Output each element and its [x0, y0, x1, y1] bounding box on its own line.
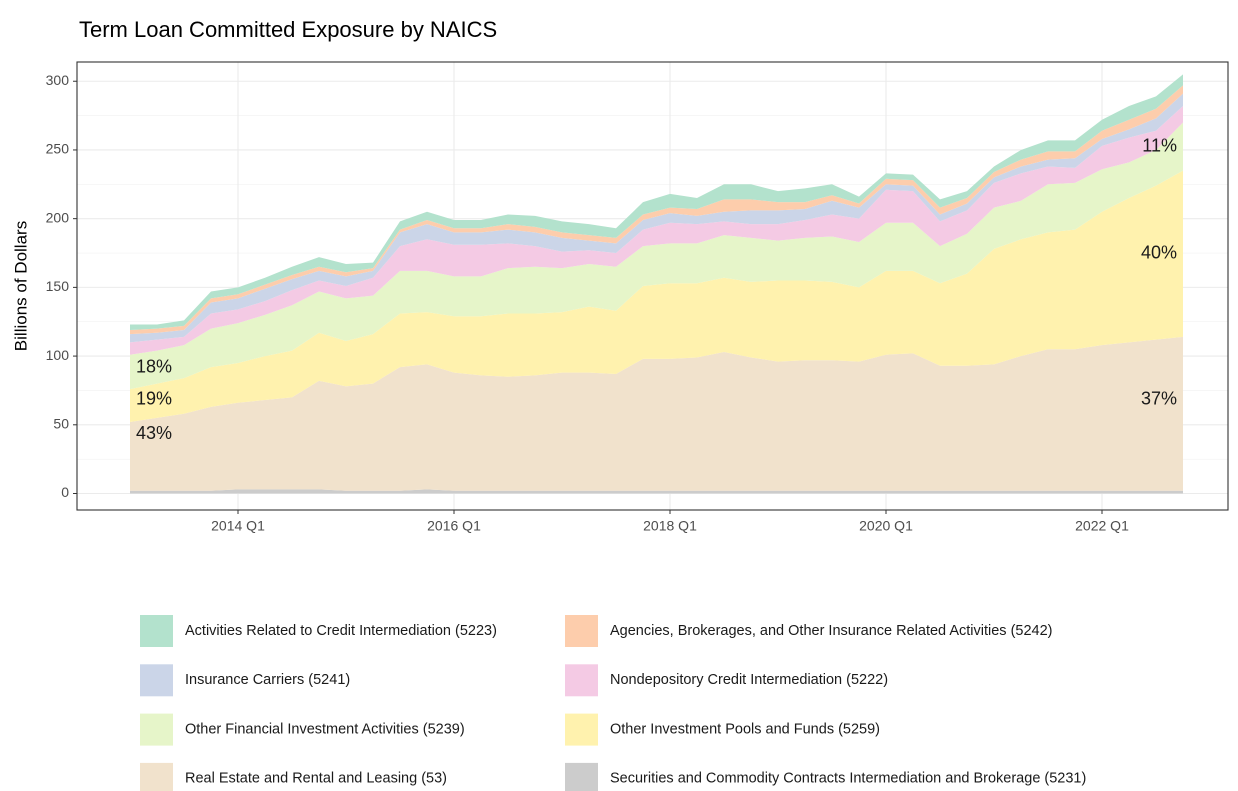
legend-swatch — [565, 713, 598, 746]
x-tick-label: 2022 Q1 — [1075, 518, 1129, 534]
plot-border — [76, 61, 1229, 511]
area — [130, 170, 1183, 423]
y-tick-label: 50 — [53, 416, 69, 432]
area — [130, 74, 1183, 330]
y-tick-label: 0 — [61, 484, 69, 500]
legend-swatch — [565, 615, 598, 647]
area — [130, 122, 1183, 390]
y-tick-label: 100 — [46, 347, 70, 363]
legend-label: Nondepository Credit Intermediation (522… — [610, 672, 888, 688]
annotation: 40% — [1141, 242, 1177, 262]
legend-swatch — [140, 713, 173, 746]
chart-title: Term Loan Committed Exposure by NAICS — [79, 17, 497, 42]
y-tick-label: 300 — [46, 72, 70, 88]
legend-swatch — [565, 762, 598, 791]
legend-label: Agencies, Brokerages, and Other Insuranc… — [610, 623, 1053, 639]
y-tick-label: 150 — [46, 278, 70, 294]
y-axis-title: Billions of Dollars — [11, 221, 30, 351]
legend-swatch — [140, 615, 173, 647]
legend-label: Other Investment Pools and Funds (5259) — [610, 721, 880, 737]
x-tick-label: 2016 Q1 — [427, 518, 481, 534]
annotation: 37% — [1141, 389, 1177, 409]
area — [130, 336, 1183, 491]
x-tick-label: 2018 Q1 — [643, 518, 697, 534]
legend-label: Activities Related to Credit Intermediat… — [185, 623, 497, 639]
y-tick-label: 250 — [46, 141, 70, 157]
legend-swatch — [565, 664, 598, 697]
annotation: 43% — [136, 423, 172, 443]
area — [130, 93, 1183, 343]
annotation: 11% — [1142, 135, 1177, 155]
legend-label: Insurance Carriers (5241) — [185, 672, 350, 688]
legend-swatch — [140, 762, 173, 791]
legend-label: Securities and Commodity Contracts Inter… — [610, 771, 1086, 787]
area — [130, 105, 1183, 355]
legend-swatch — [140, 664, 173, 697]
area — [130, 489, 1183, 494]
y-tick-label: 200 — [46, 209, 70, 225]
x-tick-label: 2014 Q1 — [211, 518, 265, 534]
legend-label: Real Estate and Rental and Leasing (53) — [185, 771, 447, 787]
legend-label: Other Financial Investment Activities (5… — [185, 721, 465, 737]
annotation: 19% — [136, 388, 172, 408]
annotation: 18% — [136, 357, 172, 377]
x-tick-label: 2020 Q1 — [859, 518, 913, 534]
